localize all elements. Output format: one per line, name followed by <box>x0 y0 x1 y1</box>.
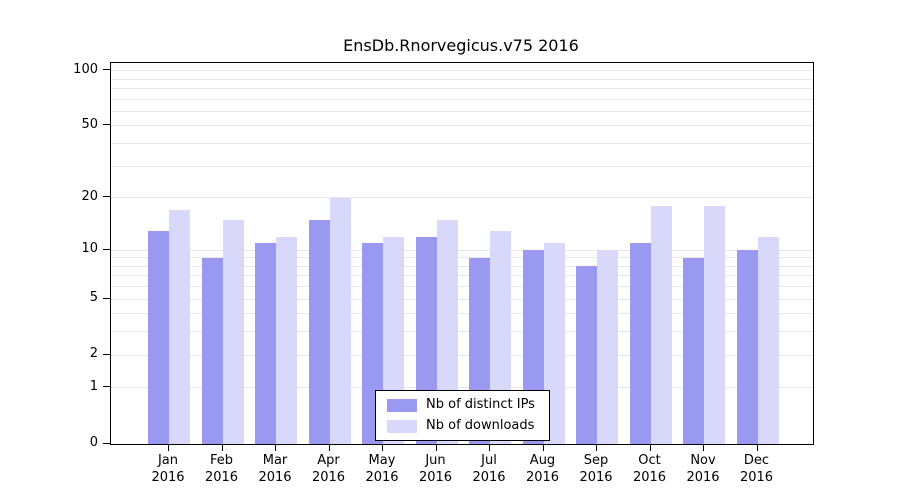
chart-title: EnsDb.Rnorvegicus.v75 2016 <box>343 36 579 55</box>
x-axis-tick <box>382 444 383 451</box>
bar-distinct-ips <box>683 257 704 444</box>
gridline <box>111 143 813 145</box>
y-tick-label: 100 <box>73 61 98 77</box>
legend-label-distinct-ips: Nb of distinct IPs <box>426 397 535 412</box>
x-axis-tick <box>328 444 330 451</box>
bar-downloads <box>650 205 672 444</box>
bar-downloads <box>276 236 297 444</box>
bar-downloads <box>704 205 725 444</box>
gridline <box>111 88 813 89</box>
bar-downloads <box>436 219 458 444</box>
y-axis-tick <box>103 386 110 388</box>
gridline <box>111 387 813 389</box>
x-axis-label: Sep 2016 <box>579 453 613 485</box>
bar-downloads <box>757 236 779 444</box>
x-axis-label: May 2016 <box>365 453 399 485</box>
y-tick-label: 50 <box>81 116 98 132</box>
legend-item-downloads: Nb of downloads <box>387 419 535 433</box>
x-axis-label: Jun 2016 <box>418 453 453 485</box>
gridline <box>111 298 813 300</box>
y-axis-tick <box>103 124 110 126</box>
bar-downloads <box>169 210 190 444</box>
x-axis-label: Jul 2016 <box>472 453 506 485</box>
gridline <box>111 125 813 127</box>
gridline <box>111 286 813 288</box>
bar-distinct-ips <box>576 266 597 444</box>
x-axis-label: Dec 2016 <box>739 453 774 485</box>
legend-swatch-downloads <box>387 419 417 433</box>
x-axis-label: Jan 2016 <box>151 453 185 485</box>
x-axis-label: Aug 2016 <box>525 453 560 485</box>
x-axis-tick <box>596 444 597 451</box>
bar-distinct-ips <box>736 250 758 444</box>
x-axis-tick <box>649 444 651 451</box>
gridline <box>111 257 813 259</box>
bar-distinct-ips <box>308 219 330 444</box>
gridline <box>111 275 813 277</box>
y-axis-tick <box>103 297 110 299</box>
legend-item-distinct-ips: Nb of distinct IPs <box>387 398 535 412</box>
bar-downloads <box>222 219 244 444</box>
x-axis-tick <box>435 444 437 451</box>
gridline <box>111 265 813 267</box>
x-axis-tick <box>489 444 490 451</box>
bar-distinct-ips <box>629 243 651 444</box>
y-tick-label: 2 <box>89 346 98 362</box>
y-axis-tick <box>103 196 110 198</box>
y-tick-label: 0 <box>89 435 98 450</box>
gridline <box>111 70 813 72</box>
legend-swatch-distinct-ips <box>387 398 417 412</box>
y-tick-label: 1 <box>89 378 98 394</box>
gridline <box>111 331 813 333</box>
gridline <box>111 313 813 315</box>
x-axis-label: Nov 2016 <box>686 453 720 485</box>
y-axis-tick <box>103 353 110 355</box>
legend: Nb of distinct IPs Nb of downloads <box>375 390 550 441</box>
bar-distinct-ips <box>201 257 223 444</box>
x-axis-tick <box>703 444 704 451</box>
gridline <box>111 165 813 167</box>
plot-area: Nb of distinct IPs Nb of downloads <box>110 62 814 445</box>
y-tick-label: 20 <box>81 188 98 204</box>
bar-downloads <box>329 197 351 444</box>
bar-distinct-ips <box>255 243 276 444</box>
x-axis-tick <box>168 444 169 451</box>
x-axis-label: Oct 2016 <box>632 453 667 485</box>
gridline <box>111 197 813 199</box>
gridline <box>111 78 813 80</box>
y-tick-label: 10 <box>81 241 98 256</box>
x-axis-tick <box>275 444 276 451</box>
bar-distinct-ips <box>148 230 169 444</box>
y-axis-tick <box>103 248 110 250</box>
x-axis-label: Feb 2016 <box>204 453 239 485</box>
x-axis-label: Mar 2016 <box>258 453 292 485</box>
gridline <box>111 354 813 356</box>
y-axis-tick <box>103 69 110 71</box>
bar-downloads <box>597 250 618 444</box>
gridline <box>111 98 813 100</box>
x-axis-tick <box>542 444 544 451</box>
y-axis-tick <box>103 442 110 444</box>
gridline <box>111 110 813 112</box>
x-axis-label: Apr 2016 <box>311 453 346 485</box>
y-tick-label: 5 <box>89 290 98 305</box>
x-axis-tick <box>221 444 223 451</box>
legend-label-downloads: Nb of downloads <box>426 418 535 433</box>
x-axis-tick <box>756 444 758 451</box>
gridline <box>111 249 813 251</box>
